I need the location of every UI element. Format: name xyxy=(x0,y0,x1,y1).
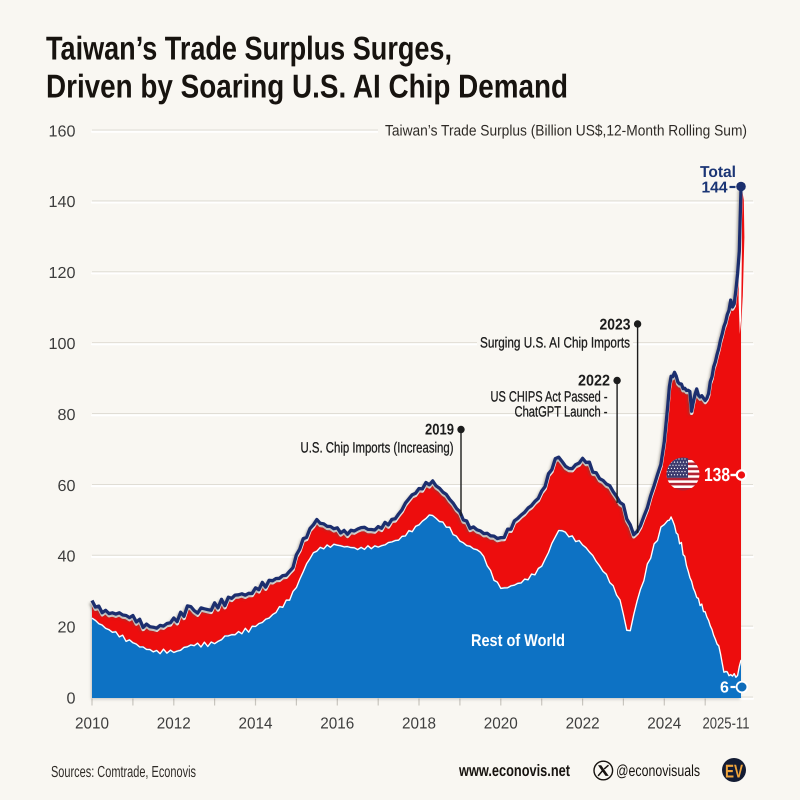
svg-text:2018: 2018 xyxy=(402,716,436,733)
svg-text:U.S. Chip Imports (Increasing): U.S. Chip Imports (Increasing) xyxy=(301,441,454,457)
svg-text:Taiwan’s Trade Surplus Surges,: Taiwan’s Trade Surplus Surges, xyxy=(46,30,452,67)
svg-text:2022: 2022 xyxy=(578,373,610,390)
svg-text:140: 140 xyxy=(49,194,76,211)
svg-text:2020: 2020 xyxy=(484,716,518,733)
svg-text:2023: 2023 xyxy=(600,317,631,334)
svg-text:Surging U.S. AI Chip Imports: Surging U.S. AI Chip Imports xyxy=(480,336,630,352)
svg-text:2025-11: 2025-11 xyxy=(703,716,750,733)
svg-text:160: 160 xyxy=(49,123,76,140)
svg-text:80: 80 xyxy=(58,407,76,424)
svg-text:2016: 2016 xyxy=(320,716,354,733)
svg-text:Driven by Soaring U.S. AI Chip: Driven by Soaring U.S. AI Chip Demand xyxy=(46,68,568,105)
svg-text:138: 138 xyxy=(704,465,730,486)
svg-text:ChatGPT Launch -: ChatGPT Launch - xyxy=(515,405,608,421)
svg-text:60: 60 xyxy=(58,478,76,495)
svg-text:40: 40 xyxy=(58,549,76,566)
svg-text:100: 100 xyxy=(49,336,76,353)
svg-text:Sources: Comtrade, Econovis: Sources: Comtrade, Econovis xyxy=(51,764,196,781)
svg-text:120: 120 xyxy=(49,265,76,282)
svg-text:Total: Total xyxy=(700,164,736,181)
svg-text:@econovisuals: @econovisuals xyxy=(616,763,700,780)
svg-text:2014: 2014 xyxy=(239,716,273,733)
svg-text:144: 144 xyxy=(702,180,728,197)
svg-text:2022: 2022 xyxy=(566,716,600,733)
svg-text:0: 0 xyxy=(67,690,76,707)
svg-text:Taiwan’s Trade Surplus (Billio: Taiwan’s Trade Surplus (Billion US$,12-M… xyxy=(385,123,747,140)
svg-text:Rest of World: Rest of World xyxy=(471,631,565,650)
svg-text:EV: EV xyxy=(725,760,743,781)
svg-text:20: 20 xyxy=(58,620,76,637)
svg-text:2012: 2012 xyxy=(157,716,191,733)
svg-text:2019: 2019 xyxy=(425,422,454,439)
svg-text:6: 6 xyxy=(720,680,729,697)
svg-text:2010: 2010 xyxy=(75,716,109,733)
svg-text:US CHIPS Act Passed -: US CHIPS Act Passed - xyxy=(491,390,608,406)
svg-text:2024: 2024 xyxy=(647,716,681,733)
svg-text:www.econovis.net: www.econovis.net xyxy=(458,762,570,780)
